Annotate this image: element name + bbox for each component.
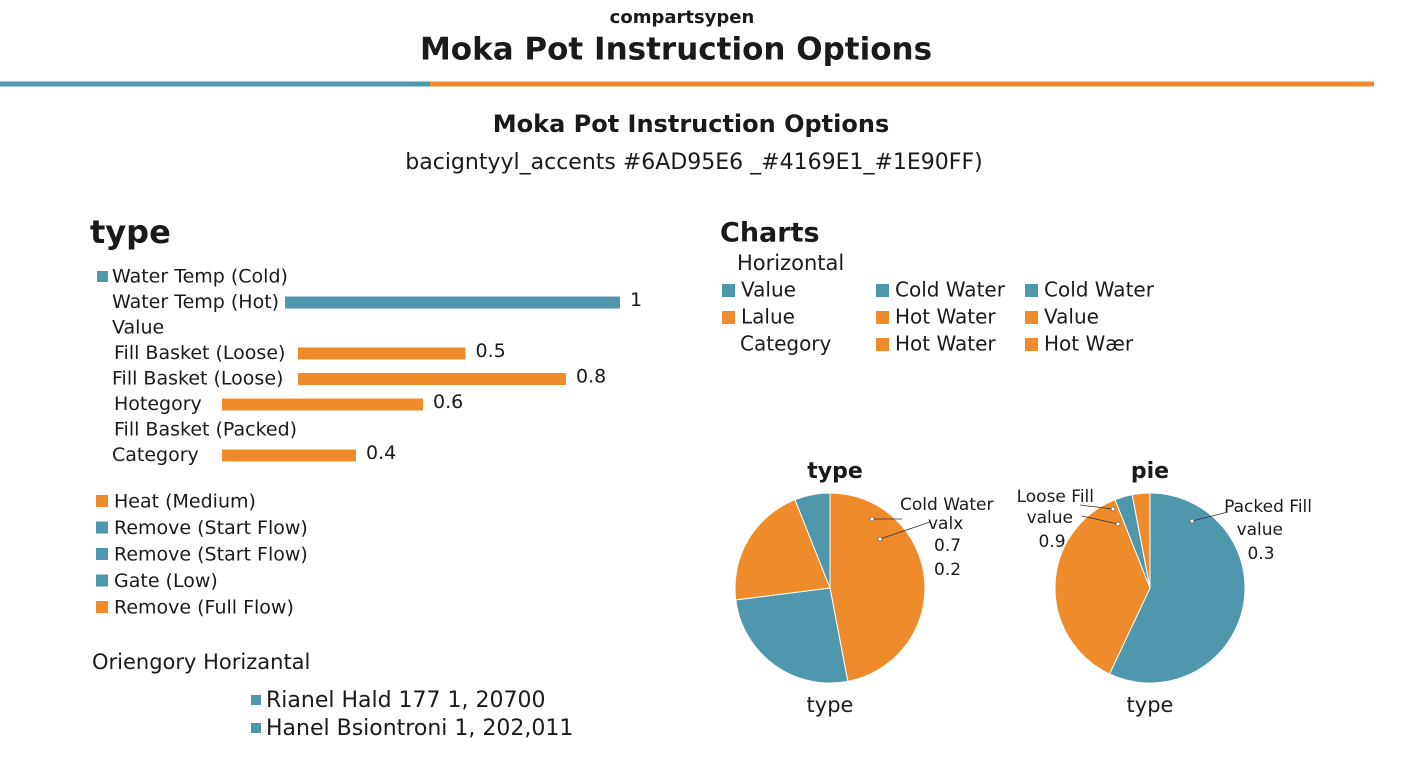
chart-title: type [807, 459, 863, 484]
category-label: Fill Basket (Packed) [114, 419, 297, 441]
leader-dot [1189, 518, 1195, 524]
legend-label: Remove (Start Flow) [114, 517, 308, 539]
legend-swatch [96, 601, 108, 613]
annotation: Cold Water [900, 495, 993, 515]
legend-label: Lalue [741, 305, 795, 329]
legend-label: Hot Water [895, 305, 996, 329]
legend-swatch [1025, 284, 1038, 297]
bar [298, 373, 566, 385]
category-label: Category [112, 444, 199, 466]
legend-swatch [876, 284, 889, 297]
legend-label: Heat (Medium) [114, 491, 256, 513]
section-title: Moka Pot Instruction Options [493, 110, 889, 138]
legend-swatch [876, 311, 889, 324]
pie-slice [829, 492, 926, 682]
leader-dot [869, 516, 875, 522]
legend-swatch [722, 284, 735, 297]
legend-swatch [722, 311, 735, 324]
list-swatch [251, 723, 261, 733]
leader-line [1191, 511, 1229, 522]
legend-label: Gate (Low) [114, 570, 218, 592]
legend-label: Cold Water [1044, 278, 1155, 302]
legend-label: Category [740, 332, 832, 356]
list-item: Hanel Bsiontroni 1, 202,011 [266, 716, 573, 741]
category-label: Hotegory [114, 393, 202, 415]
page-title: Moka Pot Instruction Options [420, 32, 932, 68]
section-subtitle: bacigntyyl_accents #6AD95E6 _#4169E1_#1E… [405, 150, 982, 175]
list-swatch [251, 695, 261, 705]
pie-slice [1108, 492, 1246, 684]
category-label: Water Temp (Cold) [112, 266, 288, 288]
bar [222, 449, 356, 462]
annotation: value [1237, 520, 1283, 540]
leader-dot [1110, 506, 1116, 512]
leader-dot [877, 536, 883, 542]
category-label: Fill Basket (Loose) [114, 342, 285, 364]
pie-slice [735, 587, 849, 684]
leader-line [879, 521, 931, 540]
legend-label: Value [1044, 305, 1099, 329]
annotation: valx [928, 514, 963, 534]
legend-label: Cold Water [895, 278, 1006, 302]
bar [298, 347, 466, 360]
legend-subtitle: Horizontal [737, 251, 844, 275]
value-label: 0.8 [576, 366, 606, 388]
list-title: Oriengory Horizantal [92, 650, 310, 674]
pie-slice [1054, 499, 1151, 675]
annotation: 0.7 [934, 536, 961, 556]
list-item: Rianel Hald 177 1, 20700 [266, 688, 546, 713]
pie-slice [734, 499, 831, 601]
legend-swatch [1025, 311, 1038, 324]
legend-label: Remove (Start Flow) [114, 544, 308, 566]
value-label: 0.6 [433, 391, 463, 413]
pie-slice [1131, 492, 1151, 589]
legend-label: Remove (Full Flow) [114, 597, 294, 619]
legend-swatch [96, 521, 108, 534]
leader-line [1081, 515, 1119, 525]
pie-slice [794, 492, 831, 589]
annotation: Packed Fill [1224, 497, 1312, 517]
legend-label: Value [741, 278, 796, 302]
legend-swatch [96, 495, 108, 507]
legend-label: Hot Water [895, 332, 996, 356]
legend-swatch [96, 574, 108, 587]
annotation: Loose Fill [1017, 487, 1094, 507]
legend-title: Charts [720, 218, 820, 249]
legend-swatch [96, 548, 108, 560]
value-label: 0.4 [366, 442, 396, 464]
chart-caption: type [1127, 693, 1174, 717]
annotation: 0.9 [1038, 532, 1065, 552]
legend-swatch [876, 338, 889, 351]
value-label: 0.5 [476, 340, 506, 362]
leader-dot [1115, 521, 1121, 527]
annotation: 0.2 [934, 560, 961, 580]
annotation: value [1027, 508, 1073, 528]
value-label: 1 [630, 289, 642, 311]
annotation: 0.3 [1247, 544, 1274, 564]
chart-caption: type [807, 693, 854, 717]
legend-label: Hot Wær [1044, 332, 1134, 356]
category-label: Fill Basket (Loose) [112, 368, 283, 390]
chart-title: type [90, 213, 171, 251]
legend-swatch [1025, 338, 1038, 351]
category-label: Value [112, 317, 164, 339]
bar [222, 398, 423, 411]
chart-title: pie [1131, 459, 1169, 484]
bar [285, 296, 620, 309]
category-label: Water Temp (Hot) [112, 291, 279, 313]
legend-swatch [97, 271, 108, 282]
leader-line [1079, 504, 1114, 510]
kicker: compartsypen [610, 7, 755, 28]
